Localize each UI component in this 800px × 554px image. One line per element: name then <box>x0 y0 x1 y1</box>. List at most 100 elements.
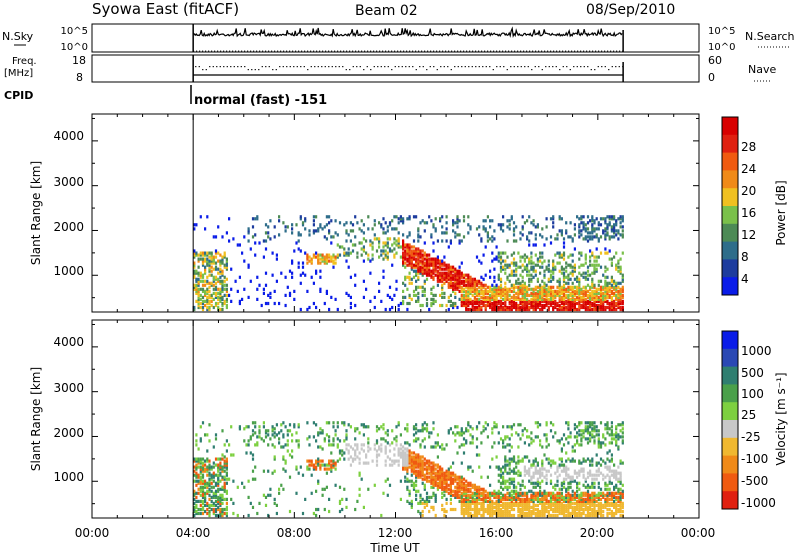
heatmap-cell <box>282 433 285 437</box>
heatmap-cell <box>415 465 418 469</box>
heatmap-cell <box>345 447 348 451</box>
heatmap-cell <box>510 457 513 461</box>
heatmap-cell <box>597 299 600 303</box>
heatmap-cell <box>560 267 563 271</box>
heatmap-cell <box>495 283 498 287</box>
heatmap-cell <box>530 221 533 225</box>
heatmap-cell <box>460 511 463 516</box>
heatmap-cell <box>504 281 507 285</box>
heatmap-cell <box>562 505 566 509</box>
heatmap-cell <box>421 273 424 277</box>
heatmap-cell <box>443 261 446 265</box>
heatmap-cell <box>591 293 594 297</box>
heatmap-cell <box>619 233 622 237</box>
heatmap-cell <box>380 447 383 451</box>
heatmap-cell <box>545 303 548 308</box>
colorbar-segment <box>722 188 738 207</box>
heatmap-cell <box>223 283 226 287</box>
heatmap-cell <box>471 301 474 306</box>
heatmap-cell <box>573 479 576 483</box>
heatmap-cell <box>197 273 200 277</box>
heatmap-cell <box>462 513 466 518</box>
heatmap-cell <box>519 259 522 263</box>
heatmap-cell <box>489 505 492 509</box>
heatmap-cell <box>460 461 463 465</box>
heatmap-cell <box>482 503 485 507</box>
heatmap-cell <box>604 279 607 283</box>
heatmap-cell <box>565 287 568 291</box>
heatmap-cell <box>456 281 459 285</box>
heatmap-cell <box>597 263 600 267</box>
heatmap-cell <box>565 499 568 503</box>
heatmap-cell <box>534 421 537 425</box>
heatmap-cell <box>417 239 420 243</box>
nave-dot <box>212 66 214 68</box>
power-ytick-4000: 4000 <box>53 129 84 143</box>
heatmap-cell <box>571 287 574 291</box>
heatmap-cell <box>549 479 553 483</box>
heatmap-cell <box>534 465 537 469</box>
heatmap-cell <box>284 225 287 229</box>
heatmap-cell <box>589 439 592 443</box>
heatmap-cell <box>449 299 452 303</box>
heatmap-cell <box>569 303 572 308</box>
heatmap-cell <box>210 269 213 273</box>
heatmap-cell <box>597 467 600 471</box>
heatmap-cell <box>512 301 516 306</box>
heatmap-cell <box>484 291 487 295</box>
heatmap-cell <box>552 495 555 499</box>
heatmap-cell <box>254 425 257 429</box>
heatmap-cell <box>569 263 572 267</box>
heatmap-cell <box>267 231 270 235</box>
heatmap-cell <box>510 425 513 429</box>
cpid-label: CPID <box>4 89 33 102</box>
heatmap-cell <box>432 269 435 273</box>
heatmap-cell <box>560 511 563 516</box>
heatmap-cell <box>458 297 461 301</box>
heatmap-cell <box>460 287 463 291</box>
heatmap-cell <box>504 259 507 263</box>
heatmap-cell <box>406 245 409 249</box>
heatmap-cell <box>549 217 553 221</box>
heatmap-cell <box>534 237 537 241</box>
heatmap-cell <box>204 251 207 255</box>
heatmap-cell <box>286 429 289 433</box>
heatmap-cell <box>521 457 524 461</box>
heatmap-cell <box>206 489 209 493</box>
heatmap-cell <box>543 269 546 273</box>
heatmap-cell <box>491 427 494 431</box>
heatmap-cell <box>508 457 511 461</box>
heatmap-cell <box>323 301 326 306</box>
heatmap-cell <box>486 495 489 499</box>
heatmap-cell <box>615 267 618 271</box>
heatmap-cell <box>560 507 563 512</box>
heatmap-cell <box>319 253 322 257</box>
heatmap-cell <box>573 505 576 509</box>
heatmap-cell <box>475 513 479 518</box>
heatmap-cell <box>360 423 363 427</box>
heatmap-cell <box>199 493 202 497</box>
heatmap-cell <box>552 225 555 229</box>
heatmap-cell <box>478 493 481 497</box>
heatmap-cell <box>615 307 618 312</box>
heatmap-cell <box>580 493 583 497</box>
heatmap-cell <box>443 509 446 514</box>
heatmap-cell <box>430 467 433 471</box>
heatmap-cell <box>578 443 581 447</box>
heatmap-cell <box>547 509 550 514</box>
heatmap-cell <box>580 429 583 433</box>
heatmap-cell <box>412 293 416 297</box>
heatmap-cell <box>565 503 568 507</box>
heatmap-cell <box>371 245 374 249</box>
heatmap-cell <box>519 423 522 427</box>
heatmap-cell <box>367 441 370 445</box>
heatmap-cell <box>308 435 311 439</box>
heatmap-cell <box>517 507 520 512</box>
heatmap-cell <box>384 479 387 483</box>
heatmap-cell <box>323 257 326 261</box>
heatmap-cell <box>462 511 466 516</box>
heatmap-cell <box>595 297 598 301</box>
heatmap-cell <box>419 261 422 265</box>
heatmap-cell <box>497 251 500 255</box>
heatmap-cell <box>578 433 581 437</box>
